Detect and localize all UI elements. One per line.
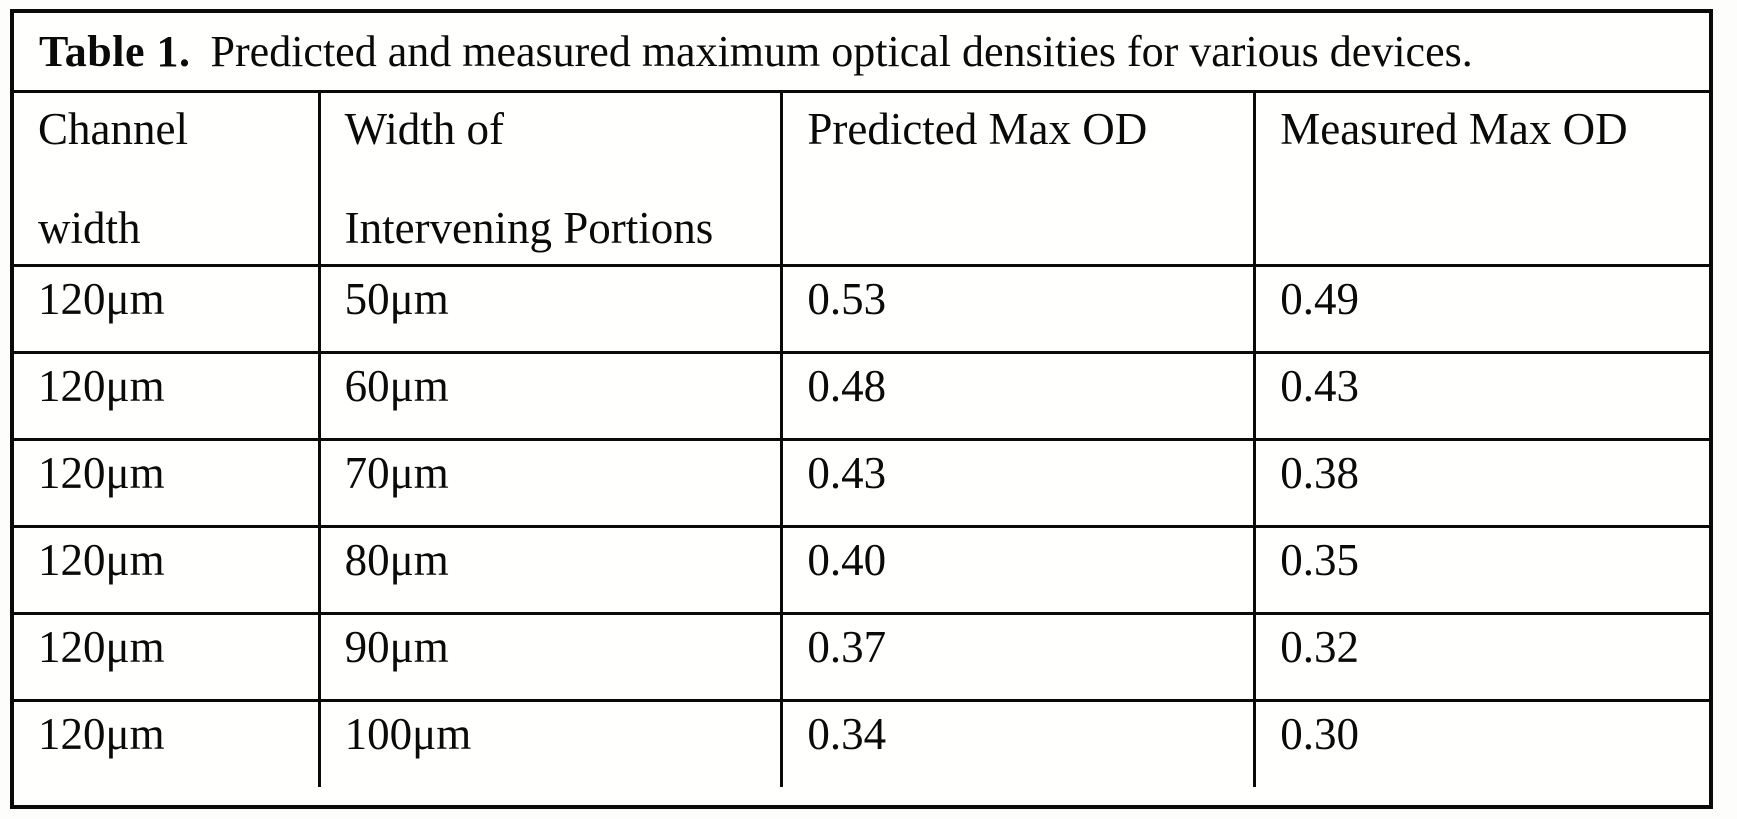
table-caption-label: Table 1. xyxy=(39,27,191,76)
cell-measured-max-od: 0.32 xyxy=(1253,611,1709,702)
table-caption: Table 1. Predicted and measured maximum … xyxy=(14,13,1709,93)
header-measured-max-od-line1: Measured Max OD xyxy=(1280,104,1628,154)
data-table: Channel width Width of Intervening Porti… xyxy=(14,93,1709,787)
cell-channel-width: 120μm xyxy=(14,350,321,441)
table-1: Table 1. Predicted and measured maximum … xyxy=(10,9,1713,809)
table-row: 120μm 90μm 0.37 0.32 xyxy=(14,611,1709,702)
cell-channel-width: 120μm xyxy=(14,263,321,354)
table-row: 120μm 70μm 0.43 0.38 xyxy=(14,437,1709,528)
table-header-row: Channel width Width of Intervening Porti… xyxy=(14,93,1709,267)
header-intervening-width: Width of Intervening Portions xyxy=(317,93,784,267)
cell-channel-width: 120μm xyxy=(14,611,321,702)
cell-predicted-max-od: 0.53 xyxy=(780,263,1257,354)
cell-channel-width: 120μm xyxy=(14,698,321,787)
cell-measured-max-od: 0.30 xyxy=(1253,698,1709,787)
table-row: 120μm 100μm 0.34 0.30 xyxy=(14,698,1709,787)
cell-intervening-width: 70μm xyxy=(317,437,784,528)
header-intervening-width-line2: Intervening Portions xyxy=(344,203,714,253)
cell-predicted-max-od: 0.48 xyxy=(780,350,1257,441)
cell-intervening-width: 100μm xyxy=(317,698,784,787)
cell-intervening-width: 90μm xyxy=(317,611,784,702)
header-channel-width-line2: width xyxy=(38,203,141,253)
table-caption-text: Predicted and measured maximum optical d… xyxy=(210,27,1473,76)
cell-intervening-width: 60μm xyxy=(317,350,784,441)
cell-predicted-max-od: 0.40 xyxy=(780,524,1257,615)
cell-intervening-width: 50μm xyxy=(317,263,784,354)
cell-measured-max-od: 0.35 xyxy=(1253,524,1709,615)
header-channel-width-line1: Channel xyxy=(38,104,188,154)
table-row: 120μm 80μm 0.40 0.35 xyxy=(14,524,1709,615)
cell-predicted-max-od: 0.34 xyxy=(780,698,1257,787)
header-channel-width: Channel width xyxy=(14,93,321,267)
table-row: 120μm 50μm 0.53 0.49 xyxy=(14,263,1709,354)
header-measured-max-od: Measured Max OD xyxy=(1253,93,1709,267)
header-intervening-width-line1: Width of xyxy=(344,104,505,154)
cell-channel-width: 120μm xyxy=(14,524,321,615)
header-predicted-max-od: Predicted Max OD xyxy=(780,93,1257,267)
table-row: 120μm 60μm 0.48 0.43 xyxy=(14,350,1709,441)
cell-measured-max-od: 0.49 xyxy=(1253,263,1709,354)
cell-intervening-width: 80μm xyxy=(317,524,784,615)
header-predicted-max-od-line1: Predicted Max OD xyxy=(807,104,1148,154)
cell-predicted-max-od: 0.43 xyxy=(780,437,1257,528)
cell-channel-width: 120μm xyxy=(14,437,321,528)
cell-measured-max-od: 0.43 xyxy=(1253,350,1709,441)
cell-measured-max-od: 0.38 xyxy=(1253,437,1709,528)
cell-predicted-max-od: 0.37 xyxy=(780,611,1257,702)
